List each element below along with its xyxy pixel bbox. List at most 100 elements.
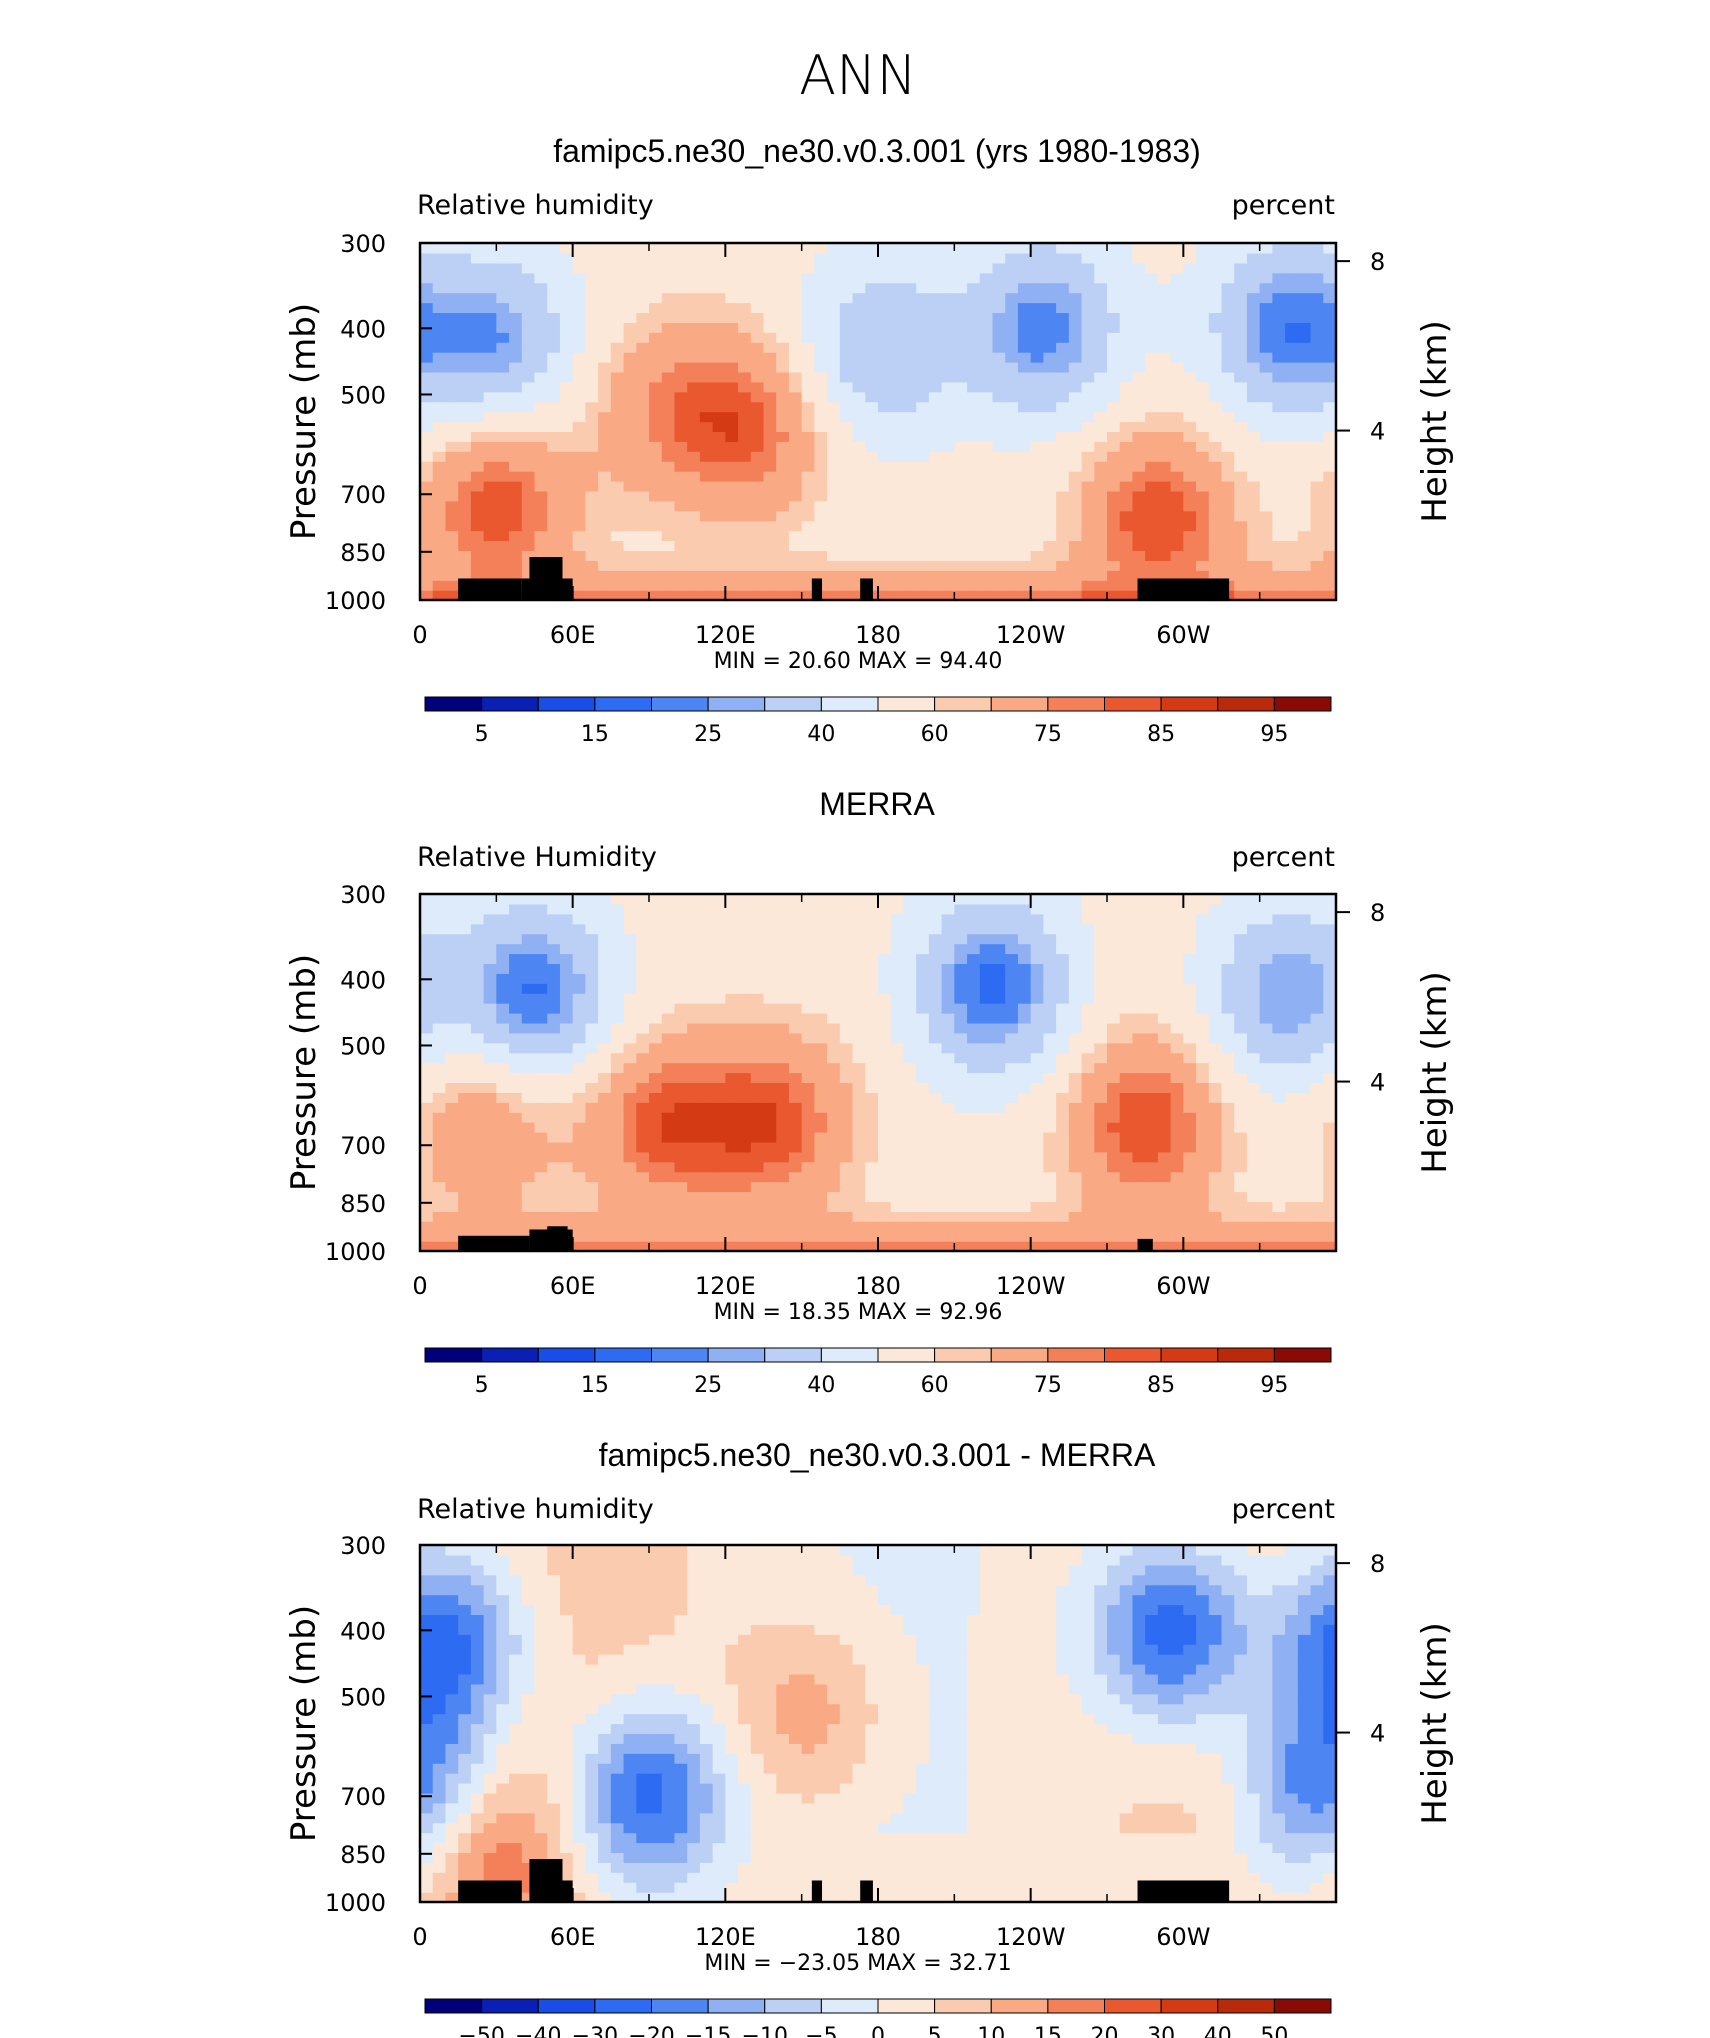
field-cell xyxy=(458,1062,472,1074)
field-cell xyxy=(1005,252,1019,264)
field-cell xyxy=(903,560,917,571)
field-cell xyxy=(509,1112,523,1123)
field-cell xyxy=(534,1013,548,1024)
field-cell xyxy=(928,1211,943,1222)
field-cell xyxy=(738,461,752,472)
field-cell xyxy=(1145,272,1159,284)
field-cell xyxy=(1119,391,1134,403)
field-cell xyxy=(1234,1201,1248,1212)
field-cell xyxy=(941,560,955,571)
field-cell xyxy=(547,973,561,984)
field-cell xyxy=(903,1003,917,1014)
field-cell xyxy=(610,352,625,363)
field-cell xyxy=(598,580,612,591)
field-cell xyxy=(661,580,676,591)
field-cell xyxy=(1196,362,1210,373)
field-cell xyxy=(1094,1241,1108,1252)
field-cell xyxy=(559,1181,574,1193)
field-cell xyxy=(1246,1072,1261,1084)
field-cell xyxy=(1056,1132,1070,1143)
field-cell xyxy=(636,371,650,383)
field-cell xyxy=(1285,560,1299,571)
field-cell xyxy=(1030,570,1044,581)
field-cell xyxy=(1005,391,1019,403)
field-cell xyxy=(941,550,955,561)
field-cell xyxy=(1285,580,1299,591)
field-cell xyxy=(750,352,765,363)
field-cell xyxy=(750,500,765,512)
field-cell xyxy=(954,490,968,502)
field-cell xyxy=(1196,441,1210,452)
field-cell xyxy=(585,1141,599,1153)
field-cell xyxy=(801,272,815,284)
field-cell xyxy=(623,490,637,502)
field-cell xyxy=(1119,1141,1134,1153)
field-cell xyxy=(1208,381,1223,393)
field-cell xyxy=(1068,252,1083,264)
field-cell xyxy=(954,1003,968,1014)
field-cell xyxy=(967,243,981,254)
field-cell xyxy=(1132,1181,1146,1193)
field-cell xyxy=(916,1141,930,1153)
field-cell xyxy=(1310,1082,1324,1093)
field-cell xyxy=(788,1151,803,1163)
field-cell xyxy=(699,471,714,482)
field-cell xyxy=(1208,1022,1223,1034)
field-cell xyxy=(903,1241,917,1252)
field-cell xyxy=(674,1211,688,1222)
field-cell xyxy=(1234,1013,1248,1024)
field-cell xyxy=(1246,332,1261,343)
field-cell xyxy=(432,282,447,294)
field-cell xyxy=(1107,1112,1121,1123)
field-cell xyxy=(1246,1102,1261,1113)
field-cell xyxy=(1297,1013,1312,1024)
field-cell xyxy=(610,1013,625,1024)
field-cell xyxy=(1310,1112,1324,1123)
field-cell xyxy=(420,1191,434,1203)
field-cell xyxy=(725,292,739,304)
field-cell xyxy=(890,1201,905,1212)
field-cell xyxy=(445,953,459,965)
field-cell xyxy=(1107,943,1121,955)
field-cell xyxy=(928,481,943,492)
field-cell xyxy=(1246,1013,1261,1024)
field-cell xyxy=(496,471,510,482)
field-cell xyxy=(725,1231,739,1242)
field-cell xyxy=(1183,1161,1197,1173)
field-cell xyxy=(534,371,548,383)
field-cell xyxy=(1170,1062,1184,1074)
field-cell xyxy=(610,953,625,965)
field-cell xyxy=(1196,570,1210,581)
field-cell xyxy=(852,1231,866,1242)
field-cell xyxy=(1297,391,1312,403)
field-cell xyxy=(801,292,815,304)
field-cell xyxy=(1170,1052,1184,1064)
field-cell xyxy=(623,590,637,601)
field-cell xyxy=(1157,1221,1172,1232)
field-cell xyxy=(1170,391,1184,403)
field-cell xyxy=(1234,1221,1248,1232)
field-cell xyxy=(750,272,765,284)
field-cell xyxy=(1094,282,1108,294)
field-cell xyxy=(814,1171,828,1183)
field-cell xyxy=(521,1022,536,1034)
field-cell xyxy=(1043,1191,1057,1203)
field-cell xyxy=(1005,1042,1019,1054)
field-cell xyxy=(420,1161,434,1173)
field-cell xyxy=(865,500,879,512)
field-cell xyxy=(496,1191,510,1203)
field-cell xyxy=(712,1092,726,1103)
field-cell xyxy=(1017,540,1032,552)
field-cell xyxy=(890,332,905,343)
field-cell xyxy=(1017,272,1032,284)
field-cell xyxy=(839,1241,854,1252)
field-cell xyxy=(687,1102,701,1113)
field-cell xyxy=(547,252,561,264)
field-cell xyxy=(610,973,625,984)
field-cell xyxy=(916,1122,930,1133)
field-cell xyxy=(928,332,943,343)
field-cell xyxy=(1068,1042,1083,1054)
field-cell xyxy=(1297,1003,1312,1014)
field-cell xyxy=(967,1003,981,1014)
field-cell xyxy=(1094,1092,1108,1103)
